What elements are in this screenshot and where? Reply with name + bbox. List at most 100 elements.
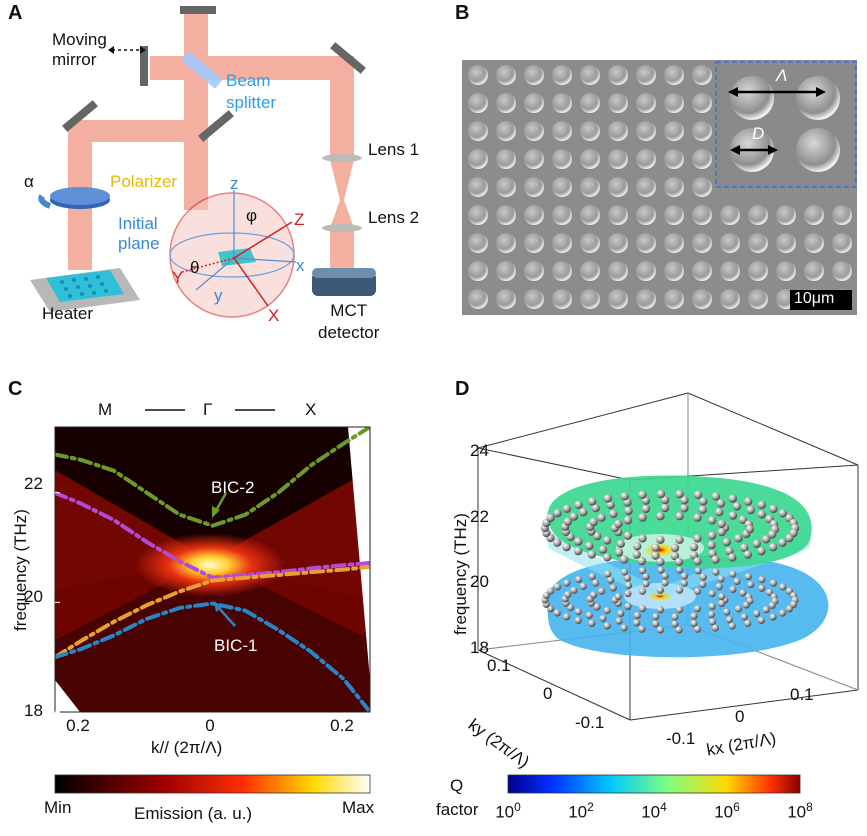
q-point: [652, 613, 660, 621]
q-point: [717, 575, 725, 583]
q-point: [670, 543, 680, 553]
q-point: [579, 582, 587, 591]
axis-z-label: z: [230, 174, 239, 193]
pillar: [692, 93, 712, 113]
emission-cbar-max: Max: [342, 798, 375, 817]
pillar: [580, 149, 600, 169]
q-point: [707, 516, 717, 525]
q-point: [652, 620, 660, 628]
q-point: [546, 513, 555, 523]
q-point: [553, 538, 562, 547]
q-point: [708, 590, 716, 598]
beam-focus-2: [330, 200, 354, 228]
pillar: [664, 289, 684, 309]
pillar: [580, 233, 600, 253]
panel-label-b: B: [455, 2, 470, 24]
scale-bar-label: 10μm: [794, 290, 835, 307]
q-point: [758, 576, 766, 584]
q-point: [753, 610, 761, 618]
q-point: [693, 625, 702, 633]
q-point: [699, 573, 707, 581]
q-point: [624, 581, 633, 590]
q-point: [620, 624, 628, 632]
pillar: [468, 93, 488, 113]
q-point: [563, 517, 572, 526]
q-point: [566, 604, 575, 612]
q-point: [599, 614, 607, 623]
q-point: [680, 572, 689, 580]
q-point: [680, 496, 689, 505]
phi-label: φ: [246, 206, 258, 225]
q-point: [598, 545, 608, 554]
pillar: [524, 205, 544, 225]
bic1-annotation: BIC-1: [214, 636, 258, 655]
q-point: [569, 512, 579, 521]
q-point: [674, 557, 684, 567]
q-point: [676, 566, 684, 574]
q-point: [698, 505, 707, 514]
q-point: [785, 533, 794, 543]
pillar: [636, 261, 656, 281]
scale-bar-box: [790, 290, 852, 310]
d-kxtick-neg0.1: -0.1: [666, 729, 696, 748]
q-point: [617, 609, 625, 618]
q-point: [588, 572, 596, 581]
q-point: [765, 588, 774, 597]
q-point: [680, 504, 689, 513]
q-point: [638, 605, 647, 613]
q-point: [553, 609, 561, 617]
q-point: [638, 534, 647, 543]
q-point: [602, 536, 612, 545]
pillar: [608, 177, 628, 197]
pillar: [552, 65, 572, 85]
q-point: [762, 606, 770, 614]
q-point: [633, 611, 641, 620]
q-point: [591, 504, 600, 513]
q-point: [744, 497, 753, 506]
pillar: [524, 177, 544, 197]
q-point: [723, 608, 731, 616]
q-point: [708, 618, 717, 626]
beam-middle-horizontal: [80, 120, 208, 142]
q-point: [661, 579, 669, 587]
pillar: [636, 93, 656, 113]
pillar: [776, 205, 796, 225]
pillar: [580, 93, 600, 113]
lens-2: [322, 224, 362, 232]
q-point: [614, 519, 623, 529]
alpha-rotation-arrow: [38, 194, 52, 209]
d-kxtick-0.1: 0.1: [790, 685, 814, 704]
q-cbar-tick: 100: [495, 800, 521, 822]
q-point: [707, 531, 717, 540]
q-point: [633, 542, 642, 551]
q-point: [574, 546, 583, 556]
pillar: [776, 233, 796, 253]
q-point: [593, 603, 601, 611]
q-point: [693, 557, 702, 566]
q-point: [675, 489, 684, 499]
initial-plane-label: Initial plane: [118, 214, 160, 253]
pillar: [608, 289, 628, 309]
q-point: [738, 515, 748, 524]
pillar: [468, 121, 488, 141]
pillar: [552, 261, 572, 281]
q-point: [660, 495, 670, 505]
pillar: [552, 233, 572, 253]
pillar: [496, 121, 516, 141]
q-point: [693, 605, 702, 613]
panel-label-d: D: [455, 378, 470, 400]
pillar: [636, 121, 656, 141]
q-point: [728, 494, 737, 503]
q-point: [623, 531, 633, 540]
q-point: [768, 543, 778, 552]
alpha-label: α: [24, 172, 34, 191]
c-xlabel: k// (2π/Λ): [151, 738, 223, 757]
pillar: [776, 261, 796, 281]
c-ytick-22: 22: [24, 474, 43, 493]
q-point: [744, 619, 752, 628]
q-point: [585, 611, 593, 619]
moving-mirror-label: Moving mirror: [52, 30, 107, 69]
q-point: [752, 539, 761, 548]
q-point: [757, 616, 766, 625]
panel-label-c: C: [8, 378, 23, 400]
